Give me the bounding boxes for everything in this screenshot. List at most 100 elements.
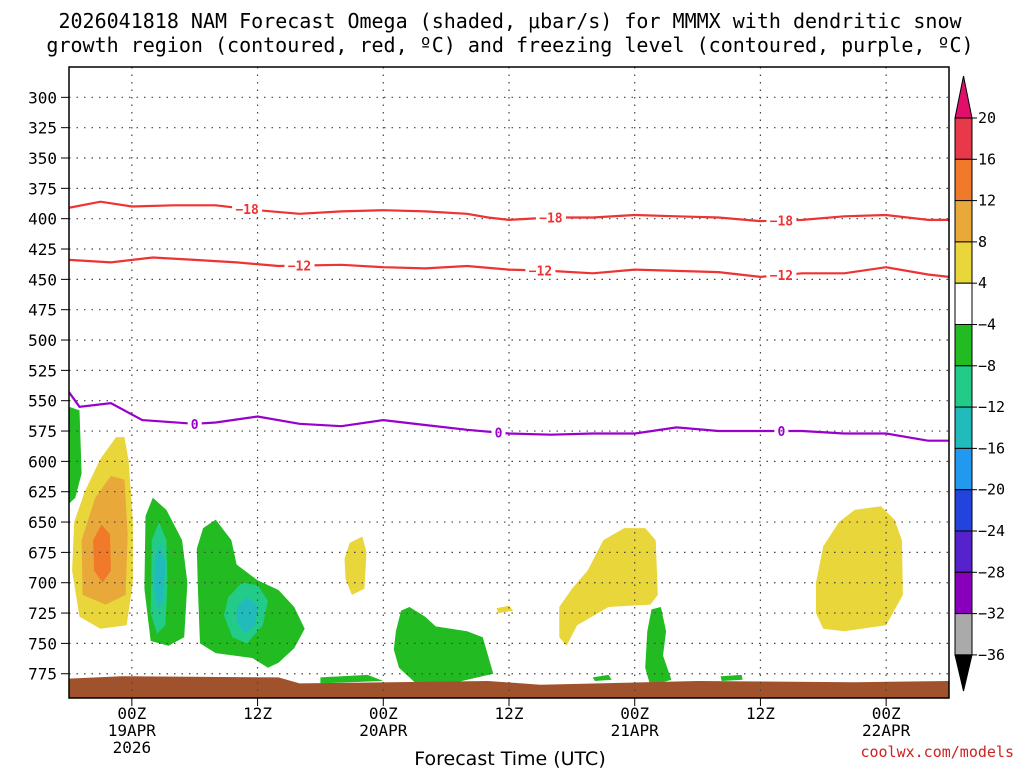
- xtick-label-6-2: 22APR: [862, 721, 911, 740]
- colorbar-swatch-12: [954, 613, 973, 656]
- terrain-layer: [69, 676, 949, 698]
- contour-dgz-minus18: [69, 200, 949, 223]
- contour-label-dgz-minus12-1: −12: [529, 265, 552, 280]
- contour-label-dgz-minus12-0: −12: [288, 260, 311, 275]
- omega-region-yellow-tiny: [496, 605, 514, 614]
- xtick-label-4-2: 21APR: [611, 721, 660, 740]
- ytick-label-675: 675: [28, 543, 57, 562]
- ytick-label-400: 400: [28, 210, 57, 229]
- ytick-label-625: 625: [28, 483, 57, 502]
- colorbar-swatch-11: [954, 571, 973, 615]
- y-axis-ticks: 300 325 350 375 400 425 450 475 500 525 550 575 600 6…: [28, 88, 69, 684]
- colorbar-label-9: −20: [978, 481, 1005, 499]
- colorbar-swatch-4: [954, 282, 973, 326]
- ytick-label-775: 775: [28, 665, 57, 684]
- contour-label-freezing-level-0-0: 0: [191, 418, 199, 433]
- chart-title-line2: growth region (contoured, red, ºC) and f…: [46, 33, 973, 57]
- colorbar-swatch-7: [954, 406, 973, 449]
- colorbar-label-13: −36: [978, 646, 1005, 664]
- contour-label-freezing-level-0-2: 0: [777, 425, 785, 440]
- contour-label-bg-freezing-level-0-2: [774, 423, 789, 439]
- contour-label-dgz-minus18-0: −18: [235, 203, 259, 218]
- colorbar-label-6: −8: [978, 357, 996, 375]
- contour-label-bg-dgz-minus12-1: [525, 262, 556, 278]
- ytick-label-350: 350: [28, 149, 57, 168]
- ytick-label-300: 300: [28, 88, 57, 107]
- chart-title-line1: 2026041818 NAM Forecast Omega (shaded, μ…: [58, 9, 962, 33]
- xtick-label-5-1: 12Z: [746, 704, 775, 723]
- ytick-label-725: 725: [28, 604, 57, 623]
- ytick-label-475: 475: [28, 301, 57, 320]
- omega-region-green-small-b: [592, 674, 612, 681]
- colorbar-swatch-0: [954, 117, 973, 160]
- colorbar-label-12: −32: [978, 605, 1005, 623]
- colorbar-label-10: −24: [978, 522, 1005, 540]
- ytick-label-425: 425: [28, 240, 57, 259]
- ytick-label-325: 325: [28, 119, 57, 138]
- colorbar-label-2: 12: [978, 192, 996, 210]
- contour-label-bg-dgz-minus12-0: [284, 257, 315, 273]
- xtick-label-2-1: 00Z: [369, 704, 398, 723]
- colorbar-label-0: 20: [978, 109, 996, 127]
- xtick-label-0-3: 2026: [113, 738, 152, 757]
- xtick-label-0-1: 00Z: [117, 704, 146, 723]
- contour-lines: −18 −18 −18 −12 −12 −12 0 0 0: [69, 200, 949, 442]
- omega-region-orange-first: [93, 524, 111, 583]
- colorbar-label-7: −12: [978, 398, 1005, 416]
- colorbar-swatch-1: [954, 158, 973, 202]
- colorbar-swatch-10: [954, 530, 973, 573]
- omega-region-green-fourth: [393, 607, 494, 683]
- omega-region-teal-second: [153, 543, 166, 610]
- colorbar: 20 16 12 8 4 −4 −8 −12 −16 −20 −24 −28 −32 −36: [954, 75, 1005, 692]
- xtick-label-0-2: 19APR: [108, 721, 157, 740]
- contour-label-bg-dgz-minus18-0: [232, 200, 263, 216]
- colorbar-label-3: 8: [978, 233, 987, 251]
- xtick-label-2-2: 20APR: [359, 721, 408, 740]
- omega-region-teal-third: [236, 597, 258, 634]
- plot-frame: [68, 66, 950, 699]
- colorbar-swatch-5: [954, 324, 973, 367]
- xtick-label-1-1: 12Z: [243, 704, 272, 723]
- contour-label-bg-freezing-level-0-0: [187, 415, 202, 431]
- colorbar-label-5: −4: [978, 316, 996, 334]
- ytick-label-375: 375: [28, 179, 57, 198]
- xtick-label-4-1: 00Z: [620, 704, 649, 723]
- ytick-label-500: 500: [28, 331, 57, 350]
- ytick-label-575: 575: [28, 422, 57, 441]
- grid-lines: [69, 67, 949, 698]
- contour-label-freezing-level-0-1: 0: [495, 427, 503, 442]
- colorbar-swatch-3: [954, 241, 973, 284]
- contour-label-dgz-minus12-2: −12: [770, 269, 793, 284]
- contour-label-bg-dgz-minus18-1: [535, 209, 566, 225]
- omega-region-green-small-c: [720, 674, 743, 681]
- x-axis-label: Forecast Time (UTC): [414, 748, 605, 768]
- xtick-label-3-1: 12Z: [495, 704, 524, 723]
- contour-label-bg-freezing-level-0-1: [491, 424, 506, 440]
- contour-label-dgz-minus18-1: −18: [539, 211, 563, 226]
- ytick-label-550: 550: [28, 392, 57, 411]
- omega-region-green-sliver: [320, 674, 384, 684]
- contour-label-bg-dgz-minus12-2: [766, 267, 797, 283]
- omega-region-green-left-edge: [69, 406, 82, 504]
- colorbar-label-1: 16: [978, 150, 996, 168]
- ytick-label-525: 525: [28, 361, 57, 380]
- ytick-label-650: 650: [28, 513, 57, 532]
- omega-region-yellow-fifth: [559, 528, 658, 646]
- contour-freezing-level-0: [69, 391, 949, 442]
- ytick-label-750: 750: [28, 634, 57, 653]
- xtick-label-6-1: 00Z: [872, 704, 901, 723]
- colorbar-bottom-arrow: [954, 654, 973, 692]
- ytick-label-700: 700: [28, 574, 57, 593]
- ytick-label-450: 450: [28, 270, 57, 289]
- contour-dgz-minus12: [69, 256, 949, 279]
- contour-label-dgz-minus18-2: −18: [770, 215, 794, 230]
- colorbar-label-4: 4: [978, 274, 987, 292]
- ytick-label-600: 600: [28, 452, 57, 471]
- omega-region-green-sixth: [645, 607, 672, 686]
- ground-surface: [69, 676, 949, 698]
- contour-label-bg-dgz-minus18-2: [766, 212, 797, 228]
- omega-shading: [69, 406, 903, 686]
- colorbar-swatch-9: [954, 489, 973, 532]
